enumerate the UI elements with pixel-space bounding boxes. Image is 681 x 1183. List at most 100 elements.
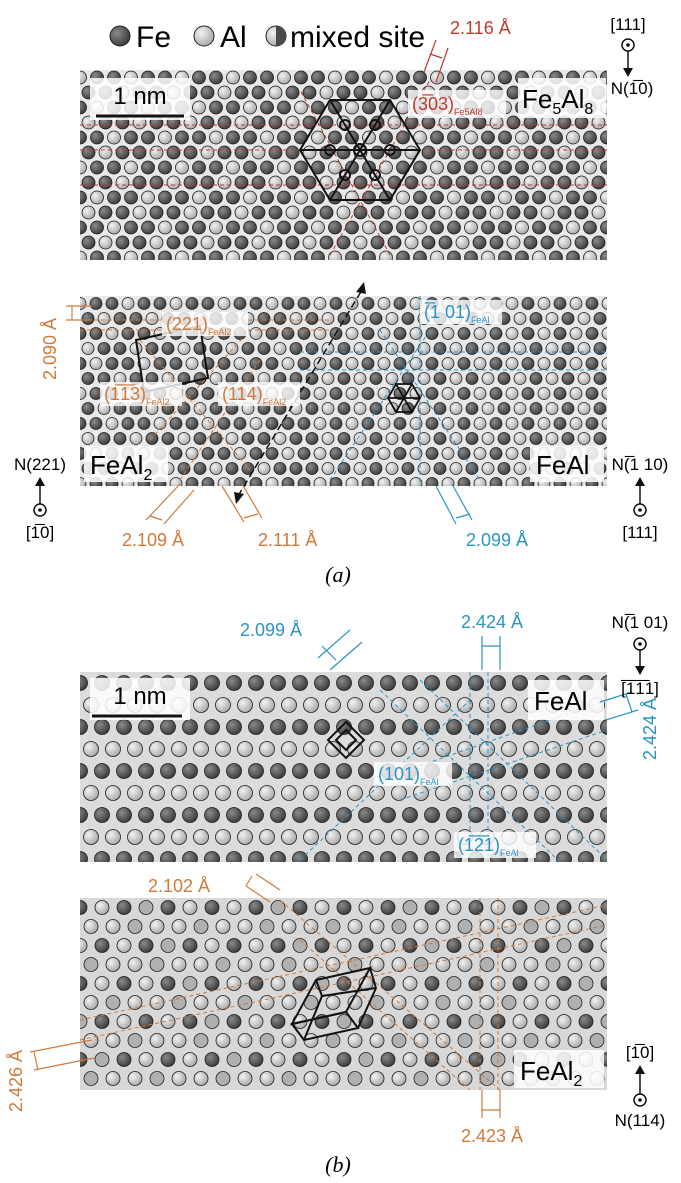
atom — [404, 175, 419, 190]
atom — [336, 1052, 352, 1067]
atom — [345, 297, 359, 310]
atom — [393, 417, 407, 430]
atom — [359, 1091, 373, 1105]
atom — [501, 1071, 517, 1086]
panel-b-top: 1 nm FeAl (101)FeAl (1̅2̅1)FeAl — [80, 672, 627, 889]
atom — [302, 175, 317, 190]
atom — [185, 357, 199, 370]
phase-label-fe5al8: Fe5Al8 — [522, 84, 593, 118]
atom — [490, 807, 506, 823]
atom — [593, 372, 607, 385]
atom — [433, 462, 447, 475]
atom — [274, 493, 286, 505]
atom — [97, 312, 111, 325]
atom — [438, 145, 453, 160]
atom — [116, 266, 129, 279]
atom — [303, 957, 319, 972]
atom — [138, 1014, 154, 1029]
atom — [370, 205, 385, 220]
atom — [566, 220, 580, 235]
atom — [273, 462, 287, 475]
atom — [160, 976, 176, 991]
spacing-label-2111: 2.111 Å — [258, 530, 317, 550]
atom — [498, 160, 512, 175]
atom — [216, 874, 231, 889]
atom — [226, 675, 242, 691]
atom — [260, 220, 274, 235]
atom — [534, 851, 550, 862]
atom — [273, 432, 287, 445]
atom — [590, 874, 605, 889]
atom — [489, 145, 504, 160]
atom — [303, 741, 319, 757]
atom — [545, 372, 559, 385]
atom — [549, 220, 563, 235]
atom — [268, 145, 283, 160]
atom — [465, 402, 479, 415]
atom — [482, 493, 494, 505]
atom — [441, 417, 455, 430]
atom — [158, 160, 172, 175]
atom — [226, 1014, 242, 1029]
atom — [439, 266, 452, 279]
atom — [610, 373, 622, 385]
atom — [124, 190, 138, 205]
atom — [489, 387, 503, 400]
atom — [281, 957, 297, 972]
atom — [285, 85, 300, 100]
atom — [403, 1091, 417, 1105]
atom — [281, 297, 295, 310]
dir-label-n221: N(221) — [14, 455, 66, 474]
atom — [585, 387, 599, 400]
atom — [313, 357, 327, 370]
atom — [319, 205, 334, 220]
legend: Fe Al mixed site — [109, 21, 425, 54]
plane-label-113: (1̅1̅3)FeAl2 — [104, 384, 170, 407]
atom — [270, 900, 286, 915]
spacing-marker-2424-right — [599, 691, 639, 721]
atom — [370, 235, 385, 250]
atom — [387, 235, 402, 250]
atom — [609, 146, 622, 159]
atom — [313, 327, 327, 340]
atom — [302, 85, 317, 100]
atom — [436, 874, 451, 889]
atom — [498, 70, 512, 85]
atom — [501, 1033, 517, 1048]
atom — [281, 741, 297, 757]
atom — [497, 372, 511, 385]
atom — [248, 900, 264, 915]
atom — [585, 327, 599, 340]
atom — [457, 327, 471, 340]
plane-label-303: (3̅03)Fe5Al8 — [412, 94, 483, 117]
atom — [105, 919, 121, 934]
atom — [549, 160, 563, 175]
spacing-marker-2099-a — [435, 483, 473, 525]
atom — [489, 477, 503, 486]
atom — [361, 357, 375, 370]
atom — [94, 807, 110, 823]
atom — [574, 175, 589, 190]
atom — [561, 432, 575, 445]
atom — [260, 190, 274, 205]
atom — [127, 785, 143, 801]
atom — [226, 130, 240, 145]
atom — [362, 100, 376, 115]
atom — [413, 919, 429, 934]
atom — [490, 675, 506, 691]
atom — [82, 493, 94, 505]
atom — [569, 297, 583, 310]
atom — [182, 900, 198, 915]
atom — [612, 830, 627, 845]
atom — [612, 1034, 626, 1048]
atom — [447, 130, 461, 145]
atom — [464, 70, 478, 85]
atom — [177, 432, 191, 445]
atom — [98, 145, 113, 160]
atom — [380, 719, 396, 735]
feal2-feal-lattice — [80, 297, 622, 505]
spacing-label-2423: 2.423 Å — [461, 1126, 523, 1146]
atom — [192, 220, 206, 235]
atom — [192, 190, 206, 205]
atom — [591, 145, 606, 160]
